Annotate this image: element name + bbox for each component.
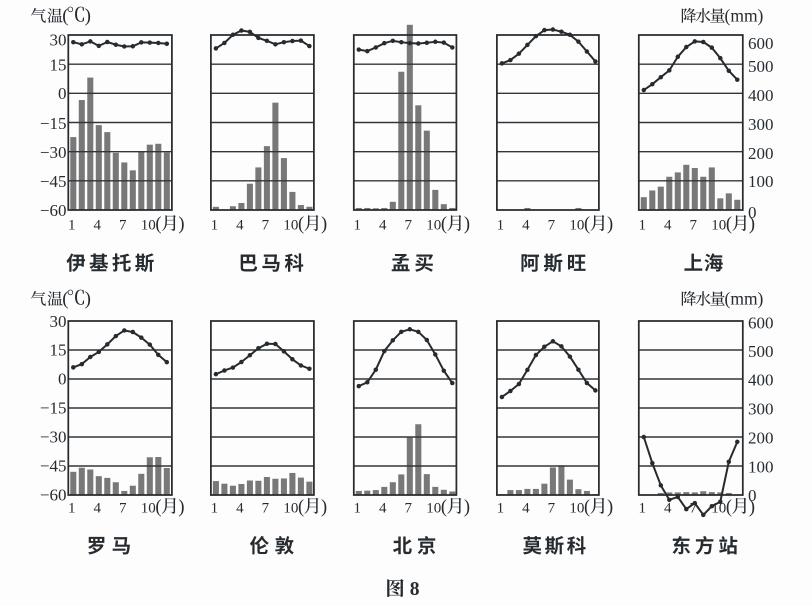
svg-text:(: ( [726, 215, 732, 235]
svg-text:0: 0 [58, 370, 67, 389]
svg-text:4: 4 [379, 218, 387, 234]
svg-text:10: 10 [141, 500, 156, 516]
svg-text:4: 4 [236, 500, 244, 516]
svg-text:−30: −30 [40, 428, 67, 447]
svg-text:600: 600 [748, 34, 774, 53]
svg-text:7: 7 [548, 218, 556, 234]
svg-text:−45: −45 [40, 172, 67, 191]
svg-text:4: 4 [94, 218, 102, 234]
svg-text:−30: −30 [40, 143, 67, 162]
svg-text:): ) [321, 215, 327, 235]
svg-text:300: 300 [748, 400, 774, 419]
svg-text:8: 8 [410, 579, 420, 600]
svg-text:1: 1 [354, 500, 362, 516]
svg-text:1: 1 [639, 500, 647, 516]
svg-text:): ) [178, 215, 184, 235]
svg-text:10: 10 [711, 218, 726, 234]
svg-text:(: ( [298, 215, 304, 235]
svg-text:15: 15 [50, 341, 67, 360]
svg-text:15: 15 [50, 55, 67, 74]
svg-text:): ) [464, 215, 470, 235]
svg-text:): ) [607, 215, 613, 235]
svg-text:): ) [749, 215, 755, 235]
svg-text:500: 500 [748, 342, 774, 361]
svg-text:7: 7 [405, 500, 413, 516]
svg-text:200: 200 [748, 144, 774, 163]
svg-text:7: 7 [262, 500, 270, 516]
svg-text:100: 100 [748, 172, 774, 191]
svg-text:−15: −15 [40, 399, 67, 418]
svg-text:1: 1 [68, 218, 76, 234]
svg-text:1: 1 [211, 218, 219, 234]
svg-text:0: 0 [58, 84, 67, 103]
svg-text:100: 100 [748, 458, 774, 477]
svg-text:1: 1 [497, 500, 505, 516]
svg-text:300: 300 [748, 115, 774, 134]
svg-text:7: 7 [548, 500, 556, 516]
svg-text:): ) [178, 497, 184, 517]
svg-text:10: 10 [711, 500, 726, 516]
svg-text:(: ( [155, 215, 161, 235]
svg-text:200: 200 [748, 429, 774, 448]
svg-text:7: 7 [119, 500, 127, 516]
svg-text:30: 30 [50, 30, 67, 49]
svg-text:1: 1 [639, 218, 647, 234]
svg-text:(: ( [584, 215, 590, 235]
svg-text:7: 7 [690, 218, 698, 234]
svg-text:7: 7 [119, 218, 127, 234]
svg-text:1: 1 [354, 218, 362, 234]
svg-text:400: 400 [748, 371, 774, 390]
svg-text:): ) [464, 497, 470, 517]
svg-text:(: ( [155, 497, 161, 517]
svg-text:(: ( [584, 497, 590, 517]
svg-text:(: ( [441, 215, 447, 235]
svg-text:−45: −45 [40, 457, 67, 476]
svg-text:0: 0 [748, 486, 757, 505]
svg-text:(mm): (mm) [725, 289, 764, 309]
svg-text:500: 500 [748, 57, 774, 76]
svg-text:−15: −15 [40, 114, 67, 133]
svg-text:7: 7 [405, 218, 413, 234]
svg-text:10: 10 [569, 500, 584, 516]
svg-text:−60: −60 [40, 201, 67, 220]
svg-text:(: ( [298, 497, 304, 517]
svg-text:1: 1 [68, 500, 76, 516]
svg-text:30: 30 [50, 312, 67, 331]
svg-text:7: 7 [690, 500, 698, 516]
svg-text:(: ( [441, 497, 447, 517]
svg-text:4: 4 [236, 218, 244, 234]
svg-text:4: 4 [94, 500, 102, 516]
svg-text:10: 10 [141, 218, 156, 234]
svg-text:4: 4 [522, 500, 530, 516]
svg-text:4: 4 [379, 500, 387, 516]
svg-text:10: 10 [569, 218, 584, 234]
svg-text:): ) [607, 497, 613, 517]
svg-text:): ) [85, 289, 91, 310]
svg-text:4: 4 [664, 500, 672, 516]
svg-text:400: 400 [748, 86, 774, 105]
svg-text:0: 0 [748, 203, 757, 222]
svg-text:10: 10 [283, 218, 298, 234]
svg-text:−60: −60 [40, 486, 67, 505]
svg-text:): ) [321, 497, 327, 517]
svg-text:4: 4 [522, 218, 530, 234]
svg-text:(: ( [62, 6, 68, 27]
svg-text:(mm): (mm) [725, 6, 764, 26]
svg-text:1: 1 [211, 500, 219, 516]
svg-text:(: ( [726, 497, 732, 517]
svg-text:10: 10 [426, 218, 441, 234]
svg-text:1: 1 [497, 218, 505, 234]
svg-text:(: ( [62, 289, 68, 310]
svg-text:10: 10 [283, 500, 298, 516]
svg-text:7: 7 [262, 218, 270, 234]
svg-text:600: 600 [748, 313, 774, 332]
svg-text:): ) [85, 6, 91, 27]
svg-text:4: 4 [664, 218, 672, 234]
svg-text:): ) [749, 497, 755, 517]
svg-text:10: 10 [426, 500, 441, 516]
